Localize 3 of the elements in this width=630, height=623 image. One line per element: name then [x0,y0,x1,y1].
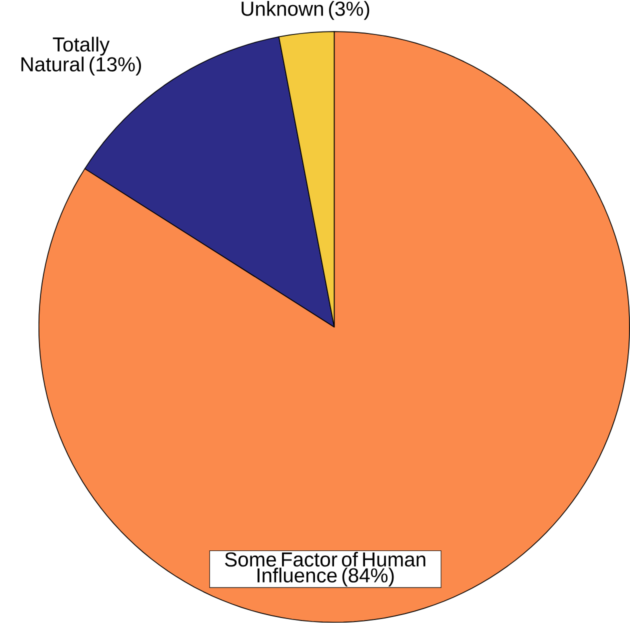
slice-label: Unknown (3%) [242,1,370,20]
slice-label: Totally Natural (13%) [21,36,141,76]
slice-label: Some Factor of Human Influence (84%) [225,552,426,587]
